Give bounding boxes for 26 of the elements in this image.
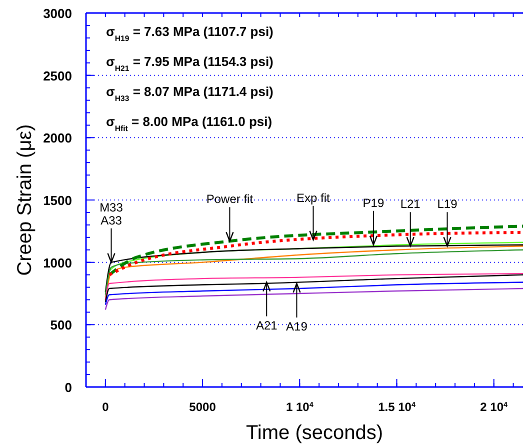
x-tick-label: 0: [102, 400, 110, 414]
y-tick-label: 3000: [43, 6, 72, 21]
x-tick-label: 1.5 10$^{4}$: [378, 400, 416, 414]
x-tick-label: 5000: [189, 400, 216, 414]
x-tick-label: 1 10$^{4}$: [286, 400, 314, 414]
x-tick-label: 2 10$^{4}$: [480, 400, 508, 414]
annotation: M33 A33: [100, 200, 124, 228]
annotation: A19: [286, 320, 308, 334]
annotation: L19: [437, 197, 458, 212]
annotation: P19: [362, 196, 384, 210]
annotation: L21: [400, 197, 421, 212]
y-axis-title: Creep Strain (με): [14, 124, 36, 276]
annotation: Exp fit: [296, 190, 331, 205]
annotation: σ$_{H19}$ = 7.63 MPa (1107.7 psi): [106, 24, 274, 42]
annotation: A21: [256, 318, 278, 332]
y-tick-label: 1000: [43, 255, 72, 270]
annotation: σ$_{H21}$ = 7.95 MPa (1154.3 psi): [106, 54, 274, 72]
y-tick-label: 500: [50, 318, 72, 333]
annotation: Power fit: [206, 192, 254, 206]
annotation: σ$_{H33}$ = 8.07 MPa (1171.4 psi): [106, 84, 274, 102]
x-axis-title: Time (seconds): [246, 422, 384, 444]
annotation: σ$_{Hfit}$ = 8.00 MPa (1161.0 psi): [106, 114, 272, 132]
y-tick-label: 1500: [43, 193, 72, 208]
y-tick-label: 2000: [43, 130, 72, 146]
y-tick-label: 2500: [43, 68, 72, 84]
y-tick-label: 0: [64, 380, 72, 395]
